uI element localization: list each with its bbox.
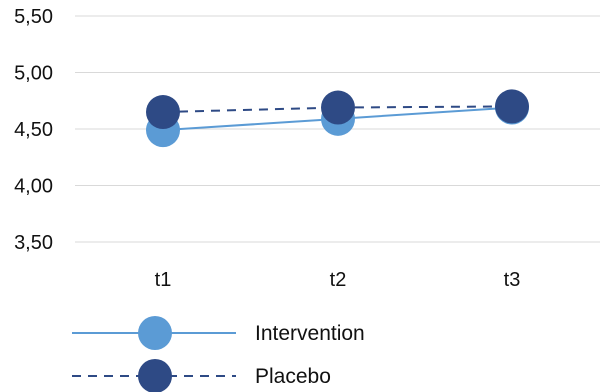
legend-item-intervention: Intervention (72, 316, 365, 350)
legend: Intervention Placebo (72, 316, 365, 392)
data-point (495, 89, 529, 124)
y-tick-label: 5,50 (14, 6, 53, 28)
y-tick-label: 3,50 (14, 232, 53, 254)
x-tick-label: t2 (330, 269, 347, 291)
y-tick-label: 4,50 (14, 119, 53, 141)
legend-label: Intervention (255, 322, 365, 345)
y-tick-label: 5,00 (14, 63, 53, 85)
y-axis-tick-labels: 5,50 5,00 4,50 4,00 3,50 (14, 6, 53, 254)
legend-marker (138, 316, 172, 350)
x-tick-label: t3 (504, 269, 521, 291)
legend-label: Placebo (255, 365, 331, 388)
series-placebo (146, 89, 529, 130)
x-tick-label: t1 (155, 269, 172, 291)
series-line (162, 105, 513, 114)
data-point (146, 95, 180, 130)
y-tick-label: 4,00 (14, 176, 53, 198)
x-axis-tick-labels: t1 t2 t3 (155, 269, 521, 291)
legend-item-placebo: Placebo (72, 359, 331, 392)
legend-marker (138, 359, 172, 392)
series-layer (146, 89, 529, 148)
data-point (321, 90, 355, 125)
